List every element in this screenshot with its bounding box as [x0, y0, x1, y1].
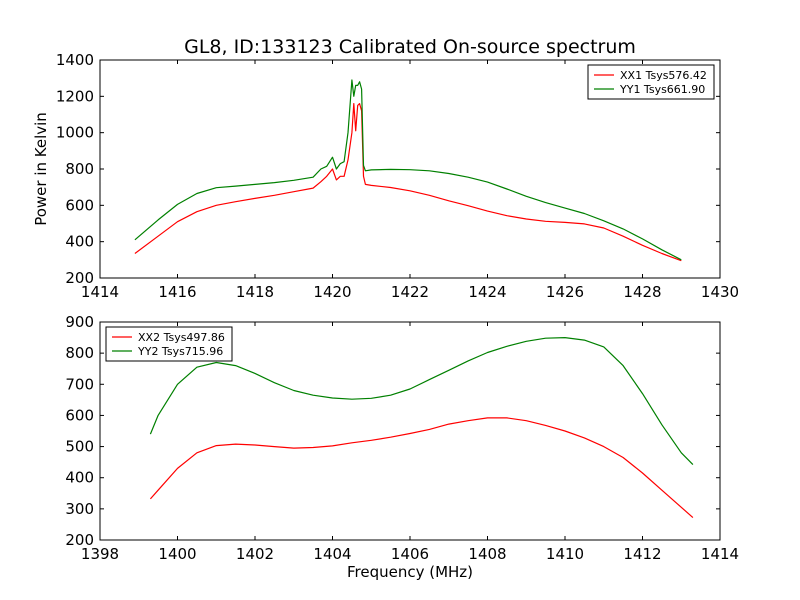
- bottom-legend-label-1: XX2 Tsys497.86: [138, 331, 225, 344]
- top-ytick-label: 800: [65, 160, 94, 178]
- bottom-ytick-label: 800: [65, 344, 94, 362]
- bottom-xtick-label: 1398: [81, 545, 119, 563]
- bottom-ytick-label: 700: [65, 375, 94, 393]
- top-series-line-2: [134, 79, 682, 261]
- bottom-series-line-2: [149, 337, 694, 466]
- top-xtick-label: 1428: [623, 283, 661, 301]
- top-legend-label-1: XX1 Tsys576.42: [620, 69, 707, 82]
- top-legend-label-2: YY1 Tsys661.90: [619, 83, 705, 96]
- top-ylabel: Power in Kelvin: [32, 112, 50, 226]
- bottom-xtick-label: 1402: [236, 545, 274, 563]
- bottom-ytick-label: 900: [65, 313, 94, 331]
- top-ytick-label: 1400: [56, 51, 94, 69]
- top-xtick-label: 1426: [546, 283, 584, 301]
- bottom-ytick-label: 500: [65, 438, 94, 456]
- top-xtick-label: 1420: [313, 283, 351, 301]
- bottom-xtick-label: 1400: [158, 545, 196, 563]
- bottom-ytick-label: 300: [65, 500, 94, 518]
- top-ytick-label: 600: [65, 196, 94, 214]
- panels: 1414 1416 1418 1420 1422 1424 1426 1428 1430 200 4…: [56, 51, 739, 563]
- top-ytick-label: 400: [65, 233, 94, 251]
- bottom-xtick-label: 1410: [546, 545, 584, 563]
- bottom-xtick-label: 1406: [391, 545, 429, 563]
- bottom-xtick-label: 1404: [313, 545, 351, 563]
- bottom-legend-label-2: YY2 Tsys715.96: [137, 345, 223, 358]
- bottom-ytick-label: 600: [65, 406, 94, 424]
- top-ytick-label: 1000: [56, 124, 94, 142]
- top-xtick-label: 1424: [468, 283, 506, 301]
- top-legend-box: [587, 64, 715, 100]
- bottom-panel: 1398 1400 1402 1404 1406 1408 1410 1412 1414 200 3…: [65, 313, 739, 563]
- top-xtick-label: 1422: [391, 283, 429, 301]
- bottom-series-line-1: [149, 417, 694, 519]
- top-xtick-label: 1418: [236, 283, 274, 301]
- top-panel: 1414 1416 1418 1420 1422 1424 1426 1428 1430 200 4…: [56, 51, 739, 301]
- top-xtick-label: 1414: [81, 283, 119, 301]
- top-series-line-1: [134, 102, 682, 262]
- bottom-xlabel: Frequency (MHz): [347, 563, 473, 581]
- bottom-ytick-label: 400: [65, 469, 94, 487]
- bottom-xtick-label: 1408: [468, 545, 506, 563]
- bottom-xtick-label: 1414: [701, 545, 739, 563]
- bottom-ytick-label: 200: [65, 531, 94, 549]
- top-xtick-label: 1416: [158, 283, 196, 301]
- bottom-xtick-label: 1412: [623, 545, 661, 563]
- figure-title: GL8, ID:133123 Calibrated On-source spec…: [184, 36, 636, 58]
- bottom-legend-box: [105, 326, 233, 362]
- top-ytick-label: 1200: [56, 87, 94, 105]
- top-xtick-label: 1430: [701, 283, 739, 301]
- top-ytick-label: 200: [65, 269, 94, 287]
